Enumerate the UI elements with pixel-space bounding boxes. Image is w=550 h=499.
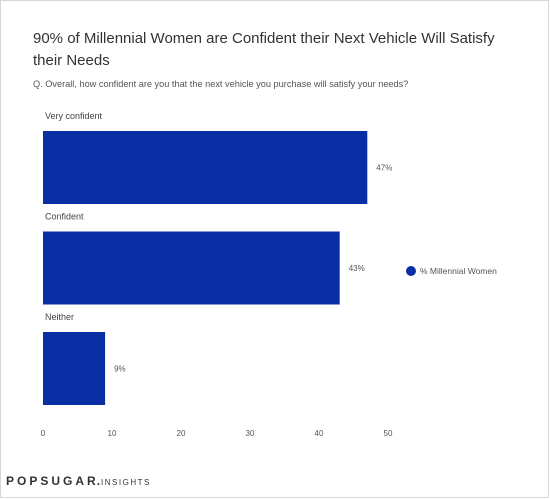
x-tick-label: 50: [384, 429, 393, 438]
x-tick-label: 0: [41, 429, 46, 438]
data-label: 47%: [376, 164, 392, 173]
bar[interactable]: [43, 131, 368, 204]
data-label: 9%: [114, 365, 126, 374]
chart-title: 90% of Millennial Women are Confident th…: [33, 30, 495, 69]
brand-dot: .: [96, 474, 101, 488]
brand-sub: INSIGHTS: [101, 478, 151, 487]
legend-label: % Millennial Women: [420, 266, 497, 276]
x-tick-label: 40: [315, 429, 324, 438]
legend-swatch: [406, 266, 416, 276]
x-tick-label: 10: [108, 429, 117, 438]
brand-logo: POPSUGAR . INSIGHTS: [6, 474, 151, 488]
category-label: Confident: [45, 212, 84, 222]
category-label: Very confident: [45, 111, 103, 121]
x-tick-label: 30: [246, 429, 255, 438]
bar[interactable]: [43, 332, 106, 405]
data-label: 43%: [349, 264, 365, 273]
brand-name: POPSUGAR: [6, 474, 99, 488]
chart-subtitle: Q. Overall, how confident are you that t…: [33, 79, 409, 89]
category-label: Neither: [45, 312, 74, 322]
x-tick-label: 20: [177, 429, 186, 438]
bar[interactable]: [43, 231, 340, 305]
legend[interactable]: % Millennial Women: [406, 266, 497, 276]
